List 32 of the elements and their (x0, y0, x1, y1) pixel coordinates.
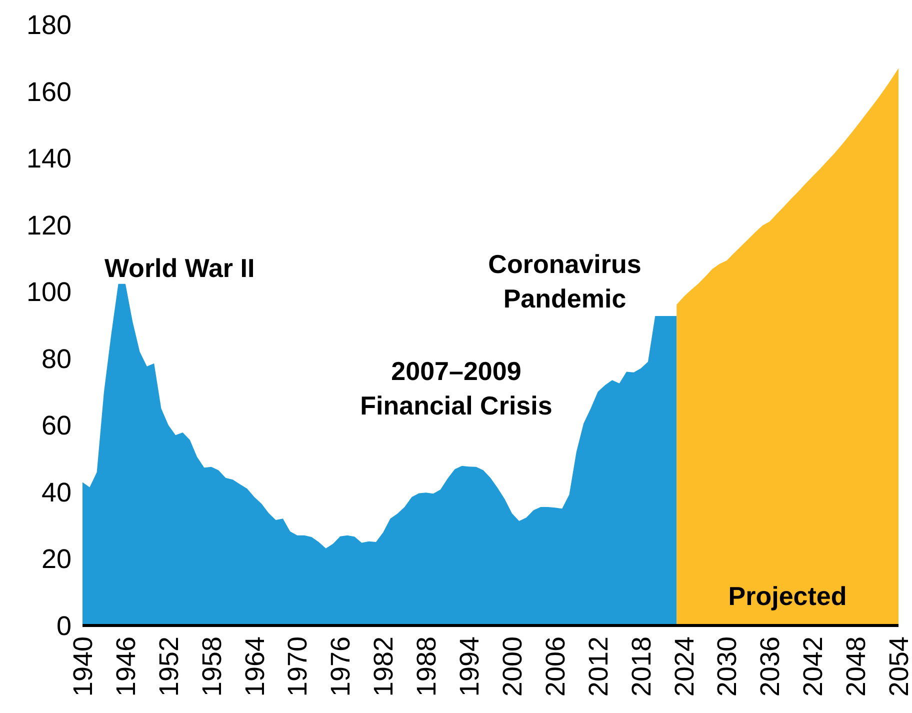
x-tick-label: 1982 (368, 636, 399, 697)
y-tick-label: 160 (26, 76, 72, 107)
y-tick-label: 120 (26, 210, 72, 240)
x-tick-label: 1946 (110, 636, 141, 697)
y-tick-label: 40 (41, 477, 72, 508)
x-tick-label: 2024 (669, 636, 700, 697)
annotation: World War II (104, 252, 255, 283)
x-tick-label: 2048 (841, 636, 872, 697)
x-tick-label: 1976 (326, 636, 356, 697)
y-tick-label: 60 (41, 410, 72, 441)
x-tick-label: 2006 (540, 636, 570, 697)
y-tick-label: 180 (26, 10, 72, 40)
y-tick-label: 20 (41, 544, 72, 574)
annotation: Projected (728, 581, 847, 612)
y-tick-label: 80 (41, 344, 72, 374)
x-tick-label: 2012 (583, 636, 614, 697)
x-tick-label: 1952 (154, 636, 184, 697)
x-tick-label: 2036 (755, 636, 786, 697)
annotation: Coronavirus Pandemic (488, 248, 642, 314)
x-tick-label: 1970 (282, 636, 313, 697)
x-tick-label: 2042 (798, 636, 828, 697)
annotation: 2007–2009 Financial Crisis (360, 356, 552, 420)
x-tick-label: 1958 (196, 636, 227, 697)
x-tick-label: 1994 (454, 636, 485, 697)
x-tick-label: 2018 (626, 636, 656, 697)
x-tick-label: 2030 (712, 636, 742, 697)
x-tick-label: 2054 (884, 636, 912, 697)
y-tick-label: 100 (26, 277, 72, 308)
x-tick-label: 1988 (412, 636, 442, 697)
x-tick-label: 2000 (497, 636, 528, 697)
x-tick-label: 1964 (240, 636, 270, 697)
y-tick-label: 140 (26, 144, 72, 174)
